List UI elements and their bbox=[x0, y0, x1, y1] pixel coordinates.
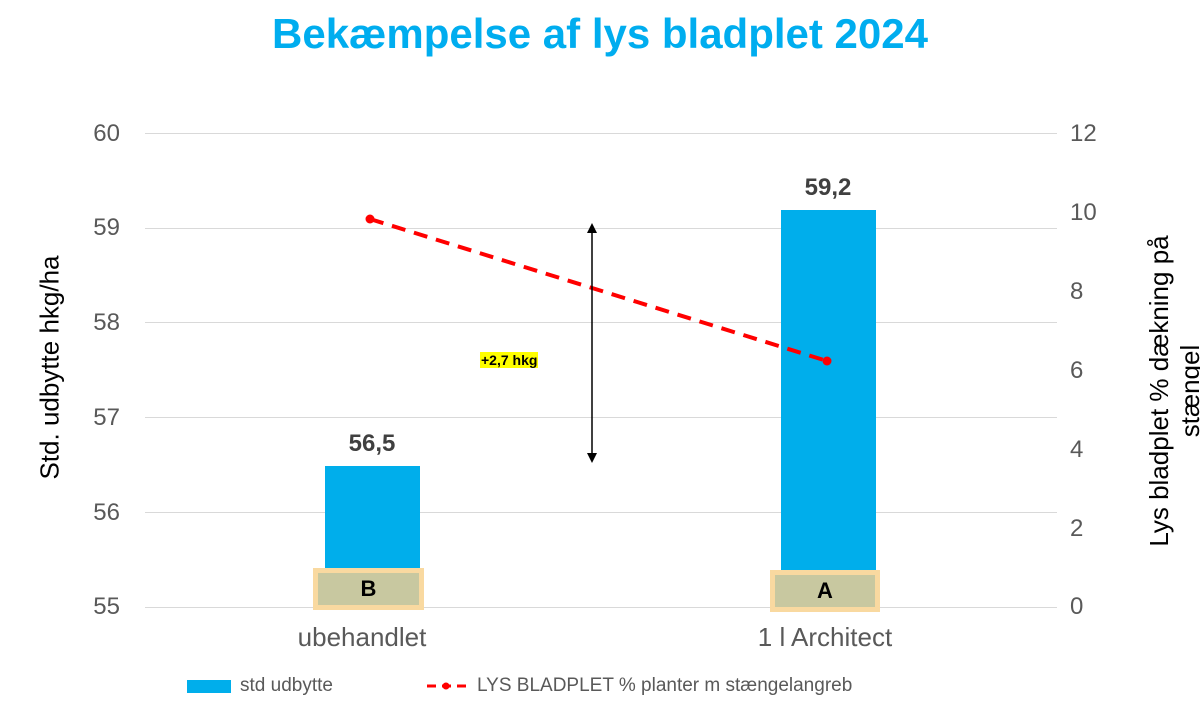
right-tick: 6 bbox=[1070, 357, 1084, 384]
gridline bbox=[145, 607, 1057, 608]
gridline bbox=[145, 417, 1057, 418]
arrow-head-down bbox=[587, 453, 597, 463]
difference-annotation: +2,7 hkg bbox=[480, 352, 539, 368]
line-marker bbox=[822, 356, 832, 366]
gridline bbox=[145, 512, 1057, 513]
right-tick: 2 bbox=[1070, 515, 1084, 542]
right-tick: 12 bbox=[1070, 120, 1097, 147]
legend-bar-label: std udbytte bbox=[240, 675, 333, 696]
legend-line-label: LYS BLADPLET % planter m stængelangreb bbox=[477, 675, 853, 696]
right-tick: 0 bbox=[1070, 593, 1084, 620]
bar-ubehandlet bbox=[325, 466, 420, 574]
line-marker bbox=[365, 214, 375, 224]
bar-architect bbox=[781, 210, 876, 574]
x-tick-ubehandlet: ubehandlet bbox=[297, 622, 427, 652]
gridline bbox=[145, 228, 1057, 229]
left-tick: 57 bbox=[93, 404, 120, 431]
arrow-head-up bbox=[587, 223, 597, 233]
left-tick: 56 bbox=[93, 499, 120, 526]
chart-title: Bekæmpelse af lys bladplet 2024 bbox=[272, 10, 928, 57]
gridline bbox=[145, 322, 1057, 323]
legend-bar-swatch bbox=[187, 680, 231, 693]
significance-letter-a: A bbox=[770, 570, 880, 612]
right-tick: 4 bbox=[1070, 436, 1084, 463]
bar-value-label: 59,2 bbox=[804, 174, 852, 201]
left-tick: 58 bbox=[93, 309, 120, 336]
x-tick-architect: 1 l Architect bbox=[757, 622, 893, 652]
right-tick: 8 bbox=[1070, 278, 1084, 305]
gridline bbox=[145, 133, 1057, 134]
significance-letter-b: B bbox=[313, 568, 424, 610]
bar-value-label: 56,5 bbox=[348, 430, 396, 457]
right-tick: 10 bbox=[1070, 199, 1097, 226]
left-tick: 60 bbox=[93, 120, 120, 147]
left-tick: 55 bbox=[93, 593, 120, 620]
line-series bbox=[369, 217, 828, 363]
left-tick: 59 bbox=[93, 214, 120, 241]
